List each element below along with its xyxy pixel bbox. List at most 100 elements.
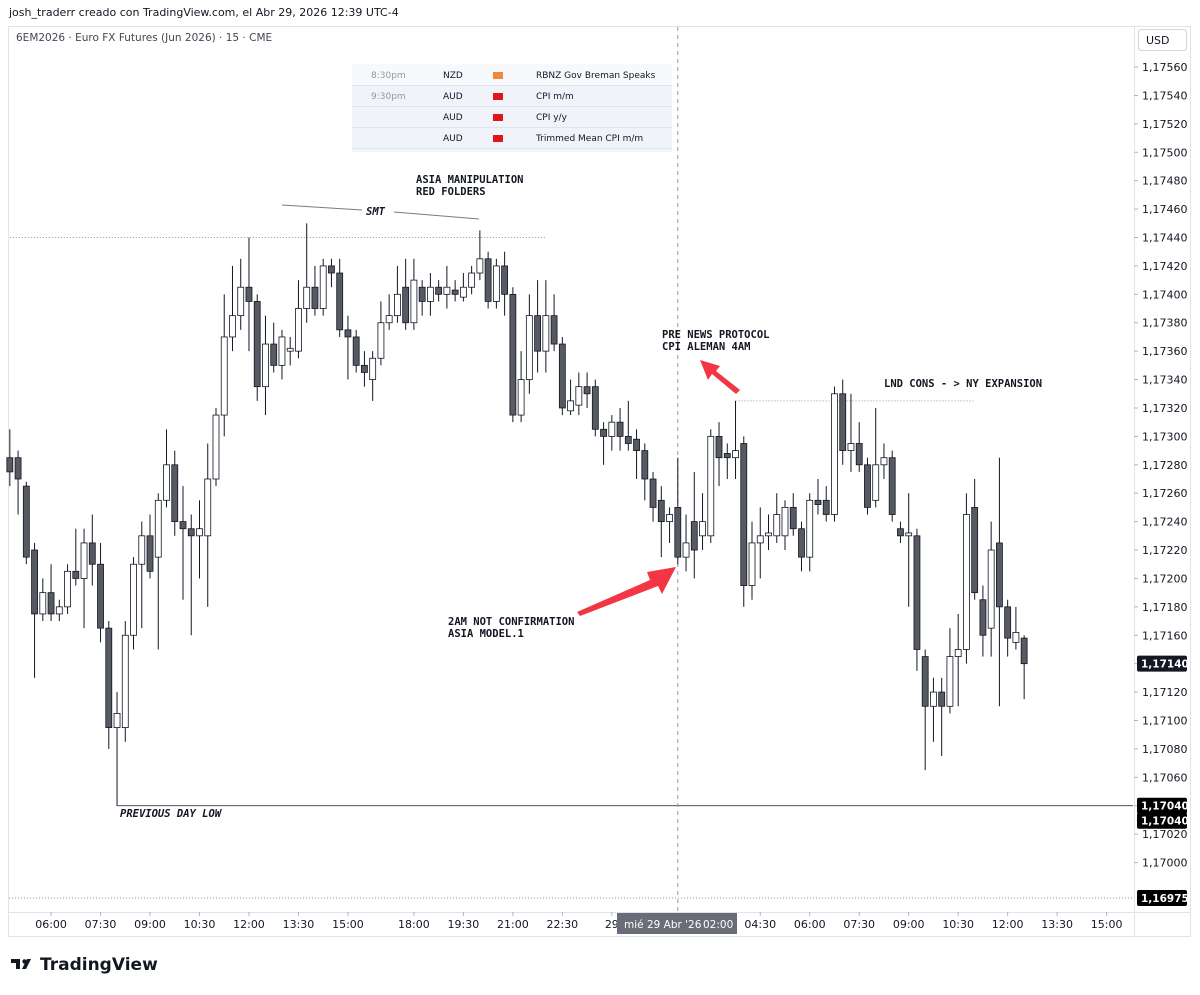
x-tick-label: 15:00 [1091,918,1123,931]
event-currency: AUD [443,92,463,102]
y-tick-label: 1,17440 [1142,232,1188,245]
candle-body [451,289,459,295]
candle-body [171,464,179,523]
candle-body [187,528,195,537]
candle-body [624,435,632,444]
candle-body [220,336,228,416]
candle-body [666,514,673,523]
y-tick-label: 1,17060 [1142,771,1188,784]
candle-body [707,435,715,537]
economic-calendar: 8:30pm NZD RBNZ Gov Breman Speaks 9:30pm AUD… [352,64,672,152]
candle-body [996,542,1003,608]
candle-body [905,532,913,537]
candle-body [212,414,220,480]
candle-body [542,315,550,352]
y-tick-label: 1,17200 [1142,572,1188,585]
event-currency: AUD [443,113,463,123]
candle-body [847,443,855,451]
x-tick-label: 21:00 [497,918,529,931]
crosshair-label-box [617,913,737,934]
chart-frame [8,26,1191,937]
event-currency: NZD [443,71,463,81]
currency: USD [1146,34,1170,47]
candle-body [64,570,71,608]
price-label-box [1137,890,1187,907]
candle-body [237,286,245,317]
candle-body [715,435,723,459]
candle-body [410,279,418,324]
candle-body [6,457,14,473]
candle-body [262,343,269,388]
candle-body [600,428,607,437]
candle-body [1020,637,1028,665]
x-tick-label: 12:00 [992,918,1024,931]
candle-body [534,315,542,352]
candle-body [798,528,805,558]
candle-body [14,457,22,480]
candle-body [377,322,385,359]
price-label-box [1137,797,1187,814]
candle-body [39,592,47,615]
candle-body [204,478,212,537]
candle-body [773,514,781,537]
event-name: CPI m/m [536,92,574,102]
impact-folder [493,135,503,142]
candle-body [328,265,335,274]
x-tick-label: 10:30 [184,918,216,931]
y-tick-label: 1,17500 [1142,146,1188,159]
currency-box[interactable] [1138,29,1187,51]
candle-body [72,570,80,579]
candle-body [476,258,484,274]
event-name: Trimmed Mean CPI m/m [535,134,643,144]
candle-body [55,606,63,615]
y-tick-label: 1,17520 [1142,118,1188,131]
candle-body [558,343,566,409]
y-tick-label: 1,17360 [1142,345,1188,358]
candle-body [872,464,880,501]
candle-body [492,265,500,302]
candle-body [303,286,311,309]
calendar-row [352,64,672,85]
candle-body [897,528,904,537]
candle-body [765,532,772,537]
candle-body [344,329,352,338]
candle-body [105,627,113,728]
x-tick-label: 10:30 [942,918,974,931]
arrow [577,567,676,616]
x-tick-label: 09:00 [134,918,166,931]
annotation: PRE NEWS PROTOCOL [662,329,769,341]
candle-body [80,542,88,579]
candle-body [732,450,739,459]
impact-folder [493,72,503,79]
candle-body [1012,632,1020,643]
impact-folder [493,114,503,121]
y-tick-label: 1,17100 [1142,714,1188,727]
x-tick-label: 07:30 [843,918,875,931]
candle-body [971,507,979,594]
smt-line [281,204,363,211]
smt-line [393,211,480,220]
y-tick-label: 1,17020 [1142,828,1188,841]
y-tick-label: 1,17160 [1142,629,1188,642]
price-label-box [1137,655,1187,672]
y-tick-label: 1,17000 [1142,857,1188,870]
candle-body [270,343,278,366]
candle-body [352,336,360,366]
candle-body [864,464,871,508]
price-label: 1,17040 [1141,816,1189,828]
symbol-title: 6EM2026 · Euro FX Futures (Jun 2026) · 1… [16,32,272,44]
candle-body [253,301,261,388]
candle-body [633,438,640,451]
candle-body [402,286,410,324]
x-tick-label: 29 [605,918,619,931]
y-tick-label: 1,17180 [1142,601,1188,614]
candle-body [121,634,129,728]
candle-body [163,464,170,501]
candle-body [509,293,517,416]
x-tick-label: 06:00 [794,918,826,931]
y-tick-label: 1,17380 [1142,317,1188,330]
candle-body [789,507,797,530]
candle-body [385,315,393,324]
candle-body [501,265,509,295]
